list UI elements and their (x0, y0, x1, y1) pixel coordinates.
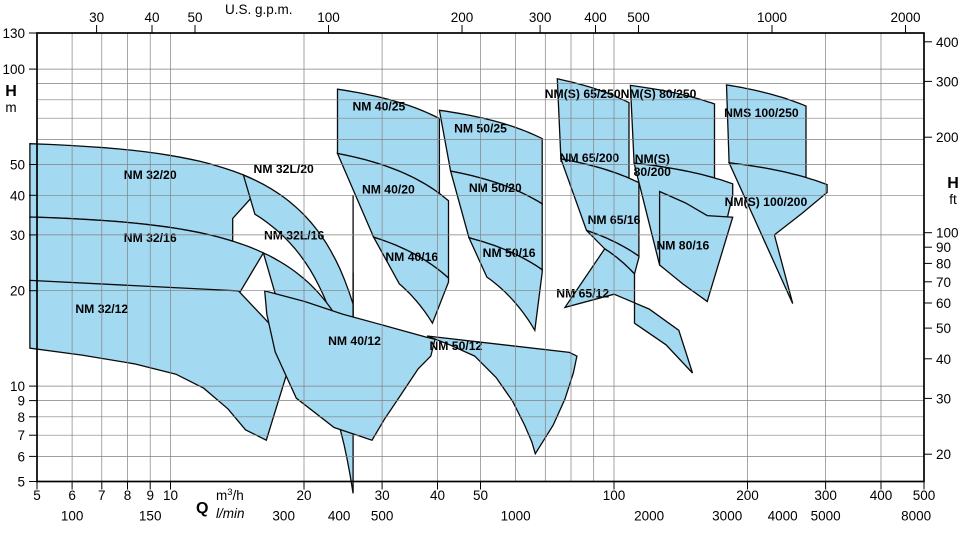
svg-text:Q: Q (196, 500, 208, 517)
svg-text:2000: 2000 (890, 10, 920, 25)
svg-text:3000: 3000 (712, 509, 742, 524)
svg-text:500: 500 (913, 488, 936, 503)
svg-text:NM 50/20: NM 50/20 (469, 181, 522, 195)
svg-text:130: 130 (2, 26, 25, 41)
svg-text:NM 80/16: NM 80/16 (656, 238, 709, 252)
svg-text:m: m (5, 100, 16, 115)
svg-text:NM 65/12: NM 65/12 (556, 287, 609, 301)
svg-text:NM 40/25: NM 40/25 (352, 100, 405, 114)
svg-text:30: 30 (89, 10, 104, 25)
svg-text:NM(S) 100/200: NM(S) 100/200 (725, 195, 808, 209)
svg-text:H: H (947, 175, 959, 192)
svg-text:NM 32L/16: NM 32L/16 (264, 229, 325, 243)
svg-text:300: 300 (814, 488, 837, 503)
svg-text:10: 10 (10, 379, 25, 394)
svg-text:l/min: l/min (216, 506, 245, 521)
svg-text:9: 9 (17, 394, 25, 409)
svg-text:50: 50 (936, 321, 951, 336)
svg-text:2000: 2000 (634, 509, 664, 524)
svg-text:400: 400 (584, 10, 607, 25)
svg-text:8: 8 (17, 410, 25, 425)
svg-text:200: 200 (736, 488, 759, 503)
svg-text:500: 500 (627, 10, 650, 25)
svg-text:H: H (5, 83, 17, 100)
svg-text:300: 300 (272, 509, 295, 524)
svg-text:5: 5 (17, 475, 25, 490)
svg-text:NM 50/16: NM 50/16 (483, 246, 536, 260)
svg-text:5: 5 (33, 488, 41, 503)
svg-text:8: 8 (124, 488, 132, 503)
svg-text:6: 6 (17, 449, 25, 464)
svg-text:ft: ft (949, 192, 957, 207)
svg-text:40: 40 (430, 488, 445, 503)
svg-text:80: 80 (936, 256, 951, 271)
svg-text:7: 7 (98, 488, 106, 503)
svg-text:40: 40 (936, 352, 951, 367)
svg-text:100: 100 (603, 488, 626, 503)
svg-text:NM(S) 80/250: NM(S) 80/250 (621, 87, 697, 101)
svg-text:30: 30 (936, 391, 951, 406)
svg-text:40: 40 (10, 188, 25, 203)
svg-text:100: 100 (2, 62, 25, 77)
svg-text:U.S. g.p.m.: U.S. g.p.m. (225, 2, 293, 17)
svg-text:100: 100 (317, 10, 340, 25)
svg-text:40: 40 (144, 10, 159, 25)
svg-text:NM(S) 65/250: NM(S) 65/250 (545, 87, 621, 101)
svg-text:20: 20 (296, 488, 311, 503)
svg-text:20: 20 (936, 447, 951, 462)
svg-text:NM 40/16: NM 40/16 (385, 250, 438, 264)
svg-text:500: 500 (371, 509, 394, 524)
svg-text:50: 50 (187, 10, 202, 25)
svg-text:NM 40/12: NM 40/12 (328, 334, 381, 348)
svg-text:100: 100 (61, 509, 84, 524)
svg-text:400: 400 (870, 488, 893, 503)
svg-text:m3/h: m3/h (216, 487, 244, 503)
svg-text:50: 50 (10, 158, 25, 173)
svg-text:400: 400 (328, 509, 351, 524)
svg-text:300: 300 (529, 10, 552, 25)
svg-text:8000: 8000 (901, 509, 931, 524)
svg-text:60: 60 (936, 296, 951, 311)
svg-text:400: 400 (936, 35, 959, 50)
svg-text:6: 6 (68, 488, 76, 503)
svg-text:1000: 1000 (501, 509, 531, 524)
svg-text:NM 40/20: NM 40/20 (362, 183, 415, 197)
svg-text:200: 200 (936, 130, 959, 145)
svg-text:50: 50 (473, 488, 488, 503)
svg-text:200: 200 (451, 10, 474, 25)
svg-text:300: 300 (936, 74, 959, 89)
svg-text:7: 7 (17, 428, 25, 443)
svg-text:5000: 5000 (811, 509, 841, 524)
svg-text:100: 100 (936, 226, 959, 241)
svg-text:70: 70 (936, 275, 951, 290)
svg-text:90: 90 (936, 240, 951, 255)
svg-text:30: 30 (10, 228, 25, 243)
svg-text:9: 9 (146, 488, 154, 503)
svg-text:150: 150 (139, 509, 162, 524)
svg-text:NM(S)80/200: NM(S) 80/200 (634, 152, 671, 179)
svg-text:10: 10 (163, 488, 178, 503)
svg-text:4000: 4000 (768, 509, 798, 524)
svg-text:30: 30 (375, 488, 390, 503)
svg-text:20: 20 (10, 284, 25, 299)
svg-text:NM 65/200: NM 65/200 (560, 151, 620, 165)
svg-text:1000: 1000 (757, 10, 787, 25)
